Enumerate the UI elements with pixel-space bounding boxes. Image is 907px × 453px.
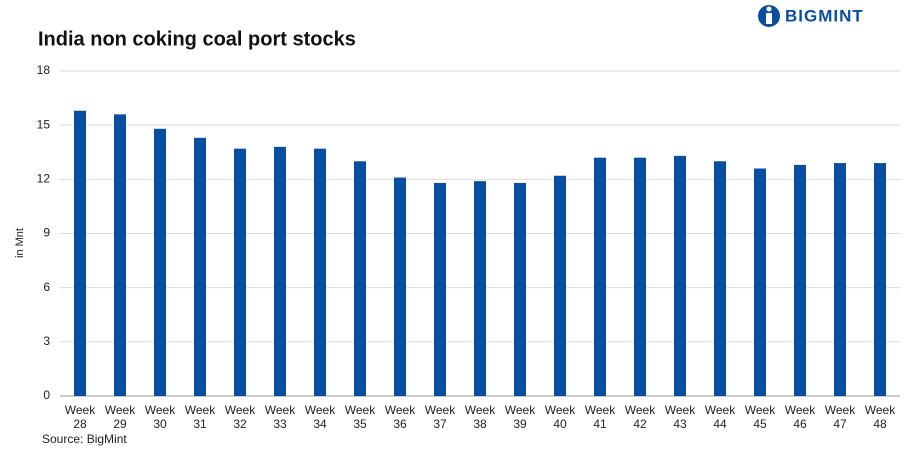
source: Source: BigMint [42, 432, 127, 446]
y-tick-label: 6 [43, 280, 50, 294]
bar [274, 146, 286, 396]
x-tick-label: Week 31 [184, 403, 216, 431]
bar [834, 163, 846, 396]
x-tick-label: Week 45 [744, 403, 776, 431]
x-tick-label: Week 35 [344, 403, 376, 431]
logo-icon [758, 5, 780, 27]
y-tick-label: 3 [43, 334, 50, 348]
bar [394, 177, 406, 396]
bar [634, 157, 646, 396]
x-tick-label: Week 36 [384, 403, 416, 431]
bar [154, 128, 166, 396]
x-tick-label: Week 47 [824, 403, 856, 431]
x-tick-label: Week 32 [224, 403, 256, 431]
x-tick-label: Week 43 [664, 403, 696, 431]
y-tick-label: 15 [37, 117, 51, 131]
x-tick-label: Week 38 [464, 403, 496, 431]
bar [194, 137, 206, 397]
x-tick-label: Week 33 [264, 403, 296, 431]
x-tick-label: Week 30 [144, 403, 176, 431]
bar [474, 181, 486, 396]
bar [754, 168, 766, 396]
bar [674, 155, 686, 396]
bar [314, 148, 326, 396]
x-tick-label: Week 37 [424, 403, 456, 431]
bar [554, 175, 566, 396]
x-tick-label: Week 41 [584, 403, 616, 431]
y-tick-label: 12 [37, 172, 51, 186]
x-tick-label: Week 28 [64, 403, 96, 431]
y-tick-label: 18 [37, 63, 51, 77]
bar [594, 157, 606, 396]
bar [714, 161, 726, 396]
bar [354, 161, 366, 396]
bar [794, 164, 806, 396]
bar [234, 148, 246, 396]
chart-title: India non coking coal port stocks [38, 28, 356, 50]
y-tick-label: 9 [43, 226, 50, 240]
x-tick-label: Week 46 [784, 403, 816, 431]
x-tick-label: Week 34 [304, 403, 336, 431]
x-tick-label: Week 40 [544, 403, 576, 431]
logo: BIGMINT [785, 6, 864, 25]
x-tick-label: Week 39 [504, 403, 536, 431]
y-axis-label: in Mnt [14, 228, 26, 258]
x-tick-label: Week 42 [624, 403, 656, 431]
x-tick-label: Week 48 [864, 403, 896, 431]
bar [874, 163, 886, 396]
bar [514, 182, 526, 396]
y-tick-label: 0 [43, 388, 50, 402]
bar [74, 110, 86, 396]
x-tick-label: Week 44 [704, 403, 736, 431]
bar [434, 182, 446, 396]
x-tick-label: Week 29 [104, 403, 136, 431]
bar [114, 114, 126, 396]
